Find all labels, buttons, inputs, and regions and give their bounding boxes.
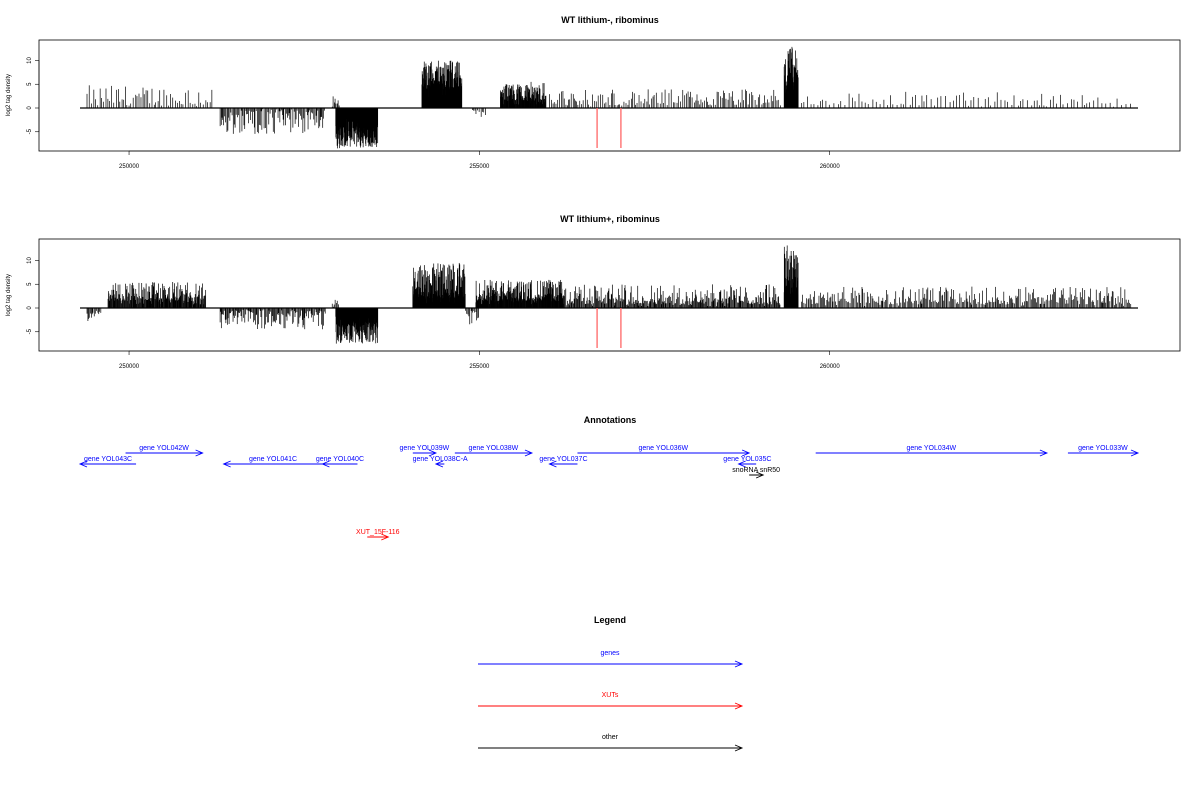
y-axis: 10 5 0 -5 [27,257,40,334]
annotation-feature: gene YOL043C [78,456,137,468]
arrow-head [1039,449,1049,457]
y-tick-label: 10 [27,257,33,264]
annotation-feature: gene YOL033W [1067,445,1140,457]
arrow-head [734,702,744,710]
arrow-head [195,449,204,457]
legend-title: Legend [594,615,626,625]
feature-label: gene YOL034W [906,445,956,452]
feature-label: gene YOL038W [469,445,519,452]
arrow-head [734,660,744,668]
signal-bars [80,46,1138,149]
plot-frame [38,238,1181,352]
annotations-title: Annotations [584,415,637,425]
annotation-feature: snoRNA snR50 [732,467,780,479]
annotation-feature: gene YOL037C [539,456,588,468]
legend-entry: genes [478,650,744,668]
arrow-head [548,460,557,468]
plot-frame [38,39,1181,152]
arrow-head [734,744,744,752]
arrow-head [428,449,438,457]
feature-label: snoRNA snR50 [732,467,780,474]
feature-label: gene YOL036W [638,445,688,452]
legend-label: XUTs [602,692,619,699]
red-marker-lines [596,308,622,348]
arrow-head [741,449,751,457]
arrow-head [78,460,88,468]
x-tick-label: 260000 [820,164,841,170]
legend-label: genes [600,650,620,657]
y-tick-label: -5 [27,128,33,134]
annotation-features: gene YOL043C gene YOL042W gene YOL041C gene… [78,445,1140,541]
feature-label: gene YOL042W [139,445,189,452]
x-axis: 250000 255000 260000 [119,350,841,370]
x-tick-label: 250000 [119,164,140,170]
x-tick-label: 250000 [119,364,140,370]
y-tick-label: 5 [27,82,33,86]
arrow-head [321,460,330,468]
y-axis: 10 5 0 -5 [27,57,40,134]
annotation-feature: gene YOL040C [316,456,364,468]
x-tick-label: 255000 [469,164,490,170]
annotation-feature: gene YOL035C [723,456,771,468]
arrow-head [737,460,746,468]
y-axis-label: log2 tag density [6,74,12,116]
feature-label: gene YOL040C [316,456,364,463]
signal-bars [80,245,1138,344]
y-tick-label: 0 [27,306,33,310]
y-tick-label: 0 [27,106,33,110]
annotation-feature: gene YOL042W [125,445,204,457]
annotation-feature: gene YOL038W [454,445,534,457]
annotation-feature: gene YOL039W [400,445,450,457]
red-marker-lines [596,108,622,148]
legend-entry: other [478,734,744,752]
feature-label: gene YOL037C [539,456,587,463]
feature-label: gene YOL035C [723,456,771,463]
arrow-head [434,460,444,468]
legend: Legend genes XUTs other [478,615,744,752]
y-tick-label: -5 [27,328,33,334]
x-tick-label: 260000 [820,364,841,370]
arrow-head [381,533,390,541]
arrow-head [755,471,765,479]
legend-entry: XUTs [478,692,744,710]
track-panel-lithium-plus: WT lithium+, ribominus log2 tag density … [6,214,1181,370]
annotation-feature: gene YOL038C-A [413,456,468,468]
feature-label: gene YOL043C [84,456,132,463]
y-tick-label: 5 [27,282,33,286]
annotation-feature: gene YOL036W [577,445,751,457]
annotation-feature: XUT_15F-116 [356,529,400,541]
feature-label: gene YOL041C [249,456,297,463]
feature-label: gene YOL038C-A [413,456,468,463]
y-tick-label: 10 [27,57,33,64]
x-tick-label: 255000 [469,364,490,370]
annotation-feature: gene YOL041C [222,456,323,468]
track-panel-lithium-minus: WT lithium-, ribominus log2 tag density … [6,15,1181,170]
x-axis: 250000 255000 260000 [119,150,841,170]
feature-label: XUT_15F-116 [356,529,400,536]
y-axis-label: log2 tag density [6,274,12,316]
feature-label: gene YOL033W [1078,445,1128,452]
arrow-head [222,460,231,468]
panel-title: WT lithium-, ribominus [561,15,659,25]
legend-entries: genes XUTs other [478,650,744,752]
feature-label: gene YOL039W [400,445,450,452]
annotation-feature: gene YOL034W [815,445,1049,457]
legend-label: other [602,734,619,741]
arrow-head [524,449,534,457]
panel-title: WT lithium+, ribominus [560,214,660,224]
arrow-head [1130,449,1140,457]
